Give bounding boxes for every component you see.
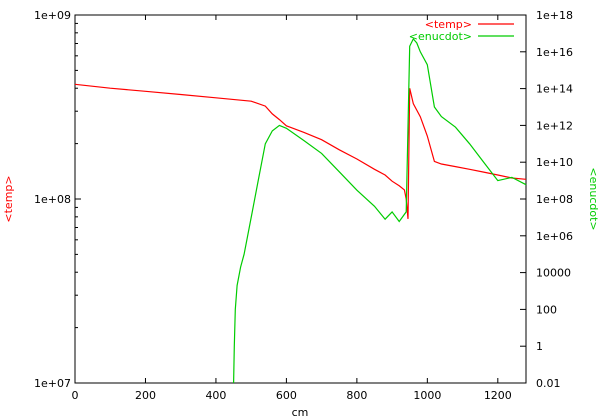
right-y-tick-label: 100: [536, 303, 557, 316]
legend-label-temp: <temp>: [425, 18, 472, 31]
x-tick-label: 1200: [484, 389, 512, 402]
plot-frame: [74, 14, 527, 384]
x-tick-label: 600: [276, 389, 297, 402]
right-y-tick-label: 1e+08: [536, 193, 573, 206]
right-y-tick-label: 1e+14: [536, 83, 573, 96]
data-series: [74, 37, 527, 384]
x-axis-title: cm: [292, 406, 309, 419]
right-y-tick-label: 1e+12: [536, 119, 573, 132]
right-y-tick-label: 1: [536, 340, 543, 353]
series-line-enucdot: [233, 37, 527, 384]
right-y-tick-label: 1e+10: [536, 156, 573, 169]
left-y-tick-label: 1e+09: [34, 9, 71, 22]
series-line-temp: [74, 83, 527, 219]
x-tick-label: 0: [72, 389, 79, 402]
left-y-tick-label: 1e+08: [34, 193, 71, 206]
right-y-tick-label: 0.01: [536, 377, 561, 390]
right-y-axis-title: <enucdot>: [587, 167, 600, 230]
x-tick-label: 800: [346, 389, 367, 402]
right-y-tick-label: 10000: [536, 267, 571, 280]
x-tick-label: 400: [205, 389, 226, 402]
right-y-tick-label: 1e+18: [536, 9, 573, 22]
right-y-tick-label: 1e+06: [536, 230, 573, 243]
legend: <temp> <enucdot>: [409, 18, 514, 43]
x-tick-label: 200: [135, 389, 156, 402]
left-y-axis-title: <temp>: [2, 175, 15, 222]
right-y-tick-label: 1e+16: [536, 46, 573, 59]
left-y-tick-label: 1e+07: [34, 377, 71, 390]
axis-ticks: 0 200 400 600 800 1000 1200 1e+07 1e+08 1e+09 0.01…: [34, 9, 573, 402]
x-tick-label: 1000: [413, 389, 441, 402]
legend-label-enucdot: <enucdot>: [409, 30, 472, 43]
